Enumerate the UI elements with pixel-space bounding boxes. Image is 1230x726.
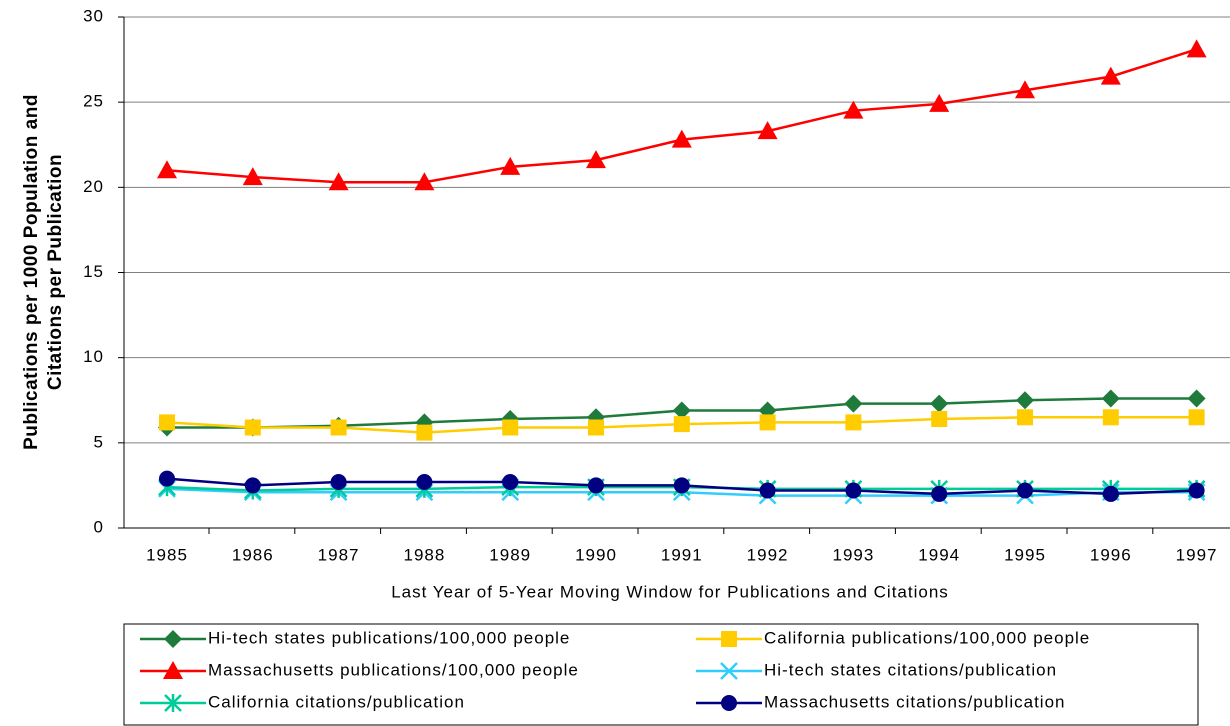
legend-label: Hi-tech states citations/publication xyxy=(764,660,1057,679)
marker xyxy=(328,172,349,191)
marker xyxy=(588,477,604,494)
marker xyxy=(1016,391,1034,410)
marker xyxy=(759,482,776,499)
legend-label: California citations/publication xyxy=(208,692,465,711)
marker xyxy=(721,631,737,647)
y-axis-label: Citations per Publication xyxy=(45,154,66,390)
marker xyxy=(163,661,183,679)
marker xyxy=(1017,409,1033,426)
marker xyxy=(586,150,606,169)
marker xyxy=(844,394,863,413)
marker xyxy=(414,172,435,191)
x-tick-label: 1997 xyxy=(1176,545,1218,564)
marker xyxy=(720,662,738,680)
y-axis-label: Publications per 1000 Population and xyxy=(21,94,42,450)
marker xyxy=(416,474,433,491)
x-tick-label: 1991 xyxy=(661,545,703,564)
y-tick-label: 10 xyxy=(83,347,104,366)
marker xyxy=(845,482,862,499)
x-tick-label: 1988 xyxy=(403,545,445,564)
y-tick-label: 15 xyxy=(83,262,104,281)
marker xyxy=(1186,39,1207,58)
y-tick-label: 25 xyxy=(83,92,104,111)
marker xyxy=(502,474,519,491)
marker xyxy=(1187,389,1206,408)
x-tick-label: 1994 xyxy=(918,545,960,564)
x-tick-label: 1992 xyxy=(747,545,789,564)
marker xyxy=(1102,409,1119,426)
x-tick-label: 1990 xyxy=(575,545,617,564)
legend-label: Massachusetts publications/100,000 peopl… xyxy=(208,660,579,679)
marker xyxy=(759,414,776,431)
x-axis-label: Last Year of 5-Year Moving Window for Pu… xyxy=(391,582,949,601)
marker xyxy=(500,156,521,175)
marker xyxy=(330,474,347,491)
marker xyxy=(330,419,347,436)
marker xyxy=(159,470,175,487)
marker xyxy=(244,419,261,436)
marker xyxy=(244,477,261,494)
y-tick-label: 0 xyxy=(94,517,104,536)
marker xyxy=(1015,80,1035,99)
x-tick-label: 1985 xyxy=(146,545,188,564)
marker xyxy=(416,424,433,441)
marker xyxy=(673,416,690,433)
x-tick-label: 1995 xyxy=(1004,545,1046,564)
marker xyxy=(930,394,949,413)
marker xyxy=(843,100,864,119)
marker xyxy=(931,485,948,502)
x-tick-label: 1986 xyxy=(232,545,274,564)
series-line xyxy=(166,48,1197,184)
marker xyxy=(671,129,692,148)
marker xyxy=(757,121,778,140)
marker xyxy=(931,410,948,427)
marker xyxy=(1100,66,1121,85)
marker xyxy=(672,401,691,420)
marker xyxy=(242,167,263,186)
marker xyxy=(159,414,175,431)
x-tick-label: 1993 xyxy=(832,545,874,564)
y-tick-label: 5 xyxy=(94,432,104,451)
marker xyxy=(1017,482,1033,499)
marker xyxy=(588,419,604,436)
legend-box xyxy=(123,623,1199,726)
marker xyxy=(1102,485,1119,502)
x-tick-label: 1987 xyxy=(318,545,360,564)
marker xyxy=(157,160,177,179)
marker xyxy=(164,630,182,648)
marker xyxy=(721,695,737,711)
marker xyxy=(502,419,519,436)
marker xyxy=(845,414,862,431)
legend-label: Hi-tech states publications/100,000 peop… xyxy=(208,628,570,647)
legend-label: Massachusetts citations/publication xyxy=(764,692,1065,711)
marker xyxy=(164,694,182,712)
y-tick-label: 20 xyxy=(83,177,104,196)
marker xyxy=(673,477,690,494)
x-tick-label: 1996 xyxy=(1090,545,1132,564)
marker xyxy=(1188,482,1205,499)
marker xyxy=(929,93,950,112)
y-tick-label: 30 xyxy=(83,6,104,25)
marker xyxy=(1188,409,1205,426)
x-tick-label: 1989 xyxy=(489,545,531,564)
marker xyxy=(1101,389,1120,408)
legend-label: California publications/100,000 people xyxy=(764,628,1090,647)
